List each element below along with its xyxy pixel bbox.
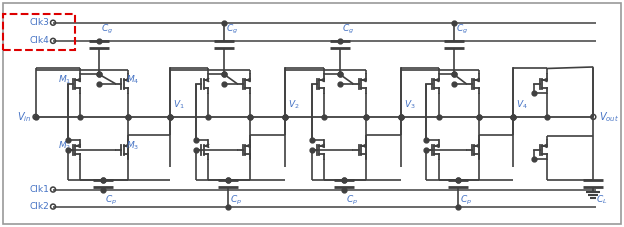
Text: Clk3: Clk3 xyxy=(29,18,49,27)
Text: $M_3$: $M_3$ xyxy=(127,140,140,152)
Text: $C_p$: $C_p$ xyxy=(105,194,117,207)
Text: $C_p$: $C_p$ xyxy=(346,194,358,207)
Text: $C_p$: $C_p$ xyxy=(230,194,242,207)
Text: $V_{out}$: $V_{out}$ xyxy=(599,110,620,124)
Text: $C_g$: $C_g$ xyxy=(342,23,354,36)
Text: $C_g$: $C_g$ xyxy=(456,23,468,36)
Text: Clk2: Clk2 xyxy=(29,202,49,211)
Text: $C_g$: $C_g$ xyxy=(227,23,238,36)
Text: Clk4: Clk4 xyxy=(29,36,49,45)
FancyBboxPatch shape xyxy=(3,3,621,224)
Text: $C_g$: $C_g$ xyxy=(101,23,114,36)
Text: $V_4$: $V_4$ xyxy=(516,99,528,111)
Text: $M_2$: $M_2$ xyxy=(58,140,72,152)
Text: $V_{in}$: $V_{in}$ xyxy=(17,110,32,124)
Text: $C_p$: $C_p$ xyxy=(460,194,472,207)
Text: $V_3$: $V_3$ xyxy=(404,99,416,111)
Text: $V_2$: $V_2$ xyxy=(288,99,300,111)
Text: $C_L$: $C_L$ xyxy=(597,194,608,206)
Text: $V_1$: $V_1$ xyxy=(173,99,184,111)
Text: Clk1: Clk1 xyxy=(29,185,49,194)
Text: $M_1$: $M_1$ xyxy=(58,74,72,86)
Text: $M_4$: $M_4$ xyxy=(127,74,140,86)
